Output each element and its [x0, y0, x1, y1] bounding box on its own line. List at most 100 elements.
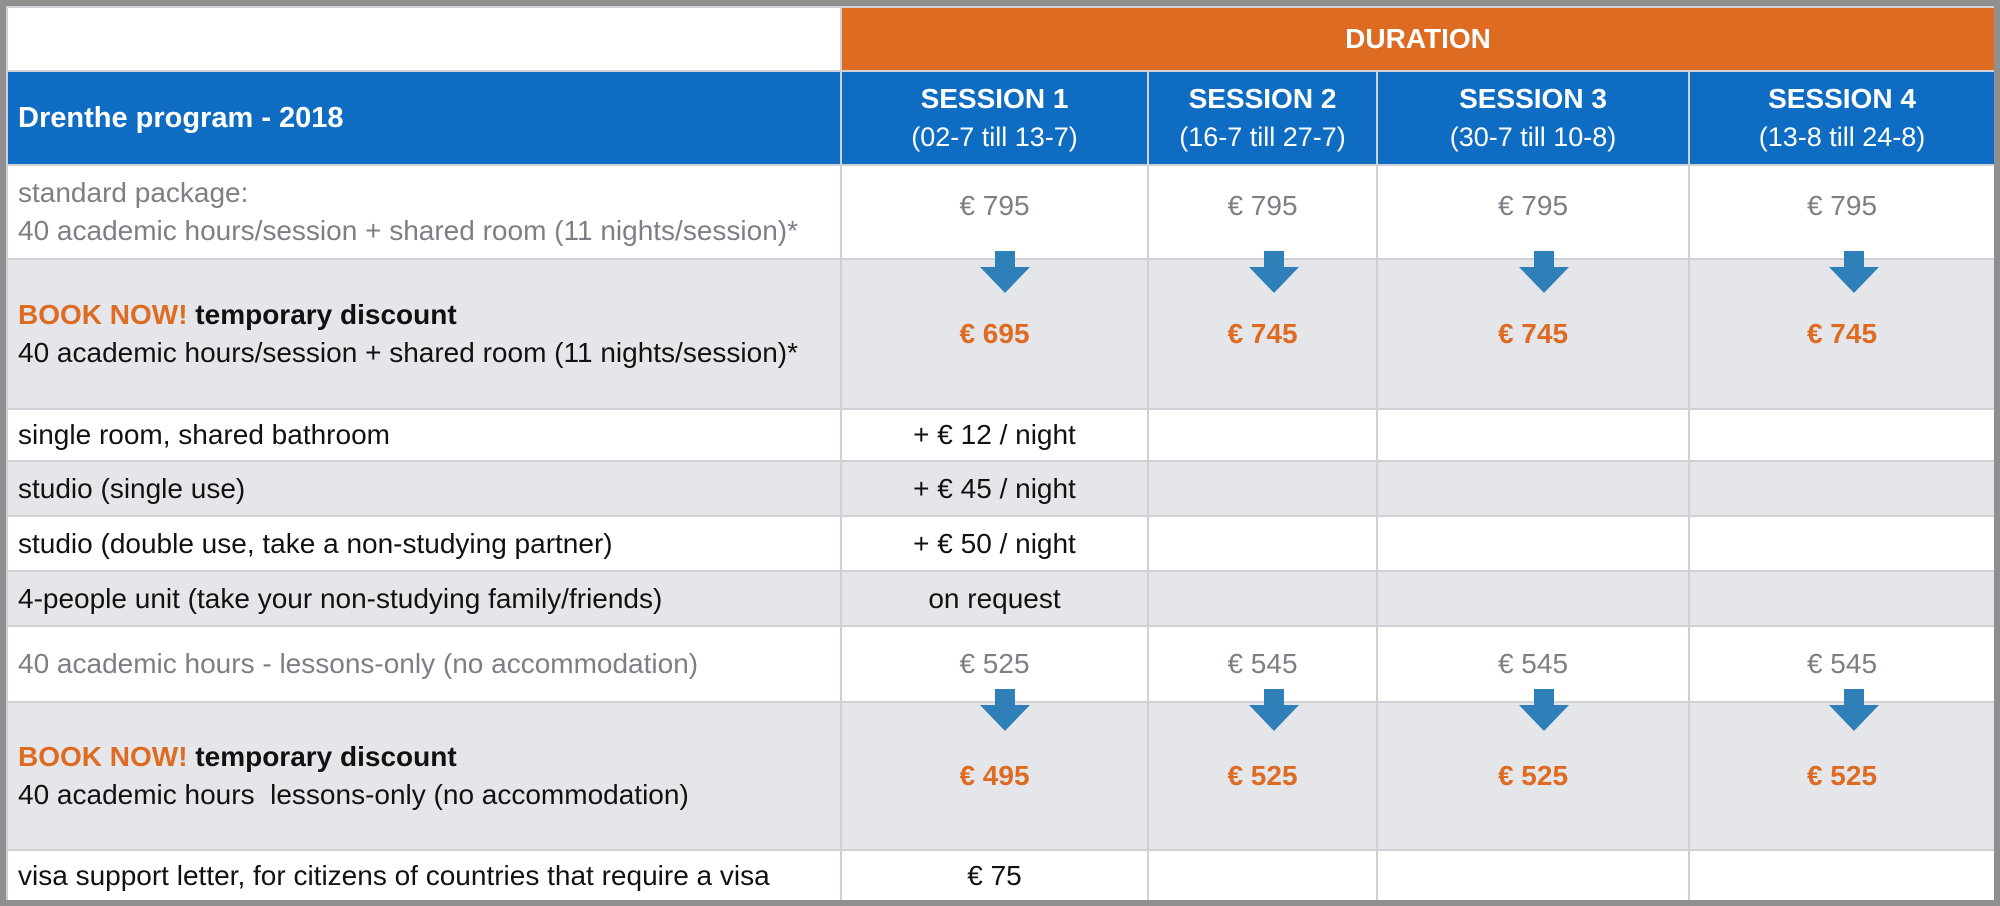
option-label-studio-single: studio (single use)	[8, 462, 840, 515]
empty-cell	[1690, 572, 1994, 625]
option-label-text: single room, shared bathroom	[18, 419, 390, 450]
session-1-header: SESSION 1 (02-7 till 13-7)	[842, 72, 1147, 164]
option-price-text: + € 12 / night	[913, 419, 1076, 450]
visa-price-text: € 75	[967, 859, 1022, 891]
arrow-down-icon	[1249, 689, 1299, 731]
standard-price-session-4: € 795	[1690, 166, 1994, 258]
discount-price-value: € 525	[1227, 760, 1298, 791]
session-1-dates: (02-7 till 13-7)	[911, 122, 1078, 152]
lessons-price-session-1: € 525	[842, 627, 1147, 701]
empty-cell	[1378, 572, 1688, 625]
empty-cell	[1690, 517, 1994, 570]
option-price-text: + € 45 / night	[913, 472, 1076, 504]
standard-package-line2: 40 academic hours/session + shared room …	[18, 215, 798, 246]
standard-price-value: € 795	[1497, 190, 1569, 221]
discount-lessons-line2: 40 academic hours lessons-only (no accom…	[18, 779, 689, 810]
discount-lessons-price-session-4: € 525	[1690, 703, 1994, 849]
visa-label: visa support letter, for citizens of cou…	[8, 851, 840, 900]
empty-cell	[1690, 851, 1994, 900]
session-4-dates: (13-8 till 24-8)	[1758, 122, 1926, 152]
option-price-single-room: + € 12 / night	[842, 410, 1147, 460]
duration-label: DURATION	[1345, 23, 1491, 54]
standard-price-value: € 795	[1227, 190, 1298, 221]
program-title-cell: Drenthe program - 2018	[8, 72, 840, 164]
arrow-down-icon	[1249, 251, 1299, 293]
lessons-price-session-2: € 545	[1149, 627, 1376, 701]
discount-package-line1: BOOK NOW! temporary discount	[18, 296, 457, 334]
duration-header: DURATION	[842, 8, 1994, 70]
empty-cell	[1690, 462, 1994, 515]
lessons-price-value: € 545	[1227, 648, 1298, 679]
lessons-only-label: 40 academic hours - lessons-only (no acc…	[8, 627, 840, 701]
session-3-dates: (30-7 till 10-8)	[1449, 122, 1617, 152]
empty-cell	[1149, 517, 1376, 570]
discount-lessons-label: BOOK NOW! temporary discount 40 academic…	[8, 703, 840, 849]
session-2-dates: (16-7 till 27-7)	[1179, 122, 1346, 152]
price-table: DURATION Drenthe program - 2018 SESSION …	[6, 6, 1994, 900]
session-2-header: SESSION 2 (16-7 till 27-7)	[1149, 72, 1376, 164]
option-label-text: 4-people unit (take your non-studying fa…	[18, 582, 663, 614]
option-price-text: on request	[928, 582, 1061, 614]
lessons-price-session-3: € 545	[1378, 627, 1688, 701]
option-price-family-unit: on request	[842, 572, 1147, 625]
discount-lessons-price-session-2: € 525	[1149, 703, 1376, 849]
option-label-single-room: single room, shared bathroom	[8, 410, 840, 460]
standard-price-session-2: € 795	[1149, 166, 1376, 258]
session-2-title: SESSION 2	[1188, 83, 1337, 114]
option-label-family-unit: 4-people unit (take your non-studying fa…	[8, 572, 840, 625]
lessons-price-value: € 545	[1497, 648, 1569, 679]
standard-package-line1: standard package:	[18, 177, 249, 208]
option-price-studio-double: + € 50 / night	[842, 517, 1147, 570]
standard-price-value: € 795	[959, 190, 1030, 221]
standard-price-value: € 795	[1806, 190, 1878, 221]
temporary-discount-text: temporary discount	[187, 299, 457, 330]
discount-lessons-price-session-3: € 525	[1378, 703, 1688, 849]
option-label-text: studio (single use)	[18, 472, 246, 504]
header-empty-cell	[8, 8, 840, 70]
option-price-text: + € 50 / night	[913, 527, 1076, 559]
arrow-down-icon	[980, 689, 1030, 731]
discount-price-session-4: € 745	[1690, 260, 1994, 408]
temporary-discount-text: temporary discount	[187, 741, 457, 772]
arrow-down-icon	[1829, 251, 1879, 293]
empty-cell	[1378, 462, 1688, 515]
standard-price-session-3: € 795	[1378, 166, 1688, 258]
option-label-text: studio (double use, take a non-studying …	[18, 527, 613, 559]
discount-package-label: BOOK NOW! temporary discount 40 academic…	[8, 260, 840, 408]
book-now-text: BOOK NOW!	[18, 299, 188, 330]
lessons-price-value: € 525	[959, 648, 1030, 679]
lessons-only-text: 40 academic hours - lessons-only (no acc…	[18, 648, 699, 679]
arrow-down-icon	[1829, 689, 1879, 731]
discount-price-value: € 745	[1806, 318, 1878, 349]
empty-cell	[1149, 572, 1376, 625]
book-now-text: BOOK NOW!	[18, 741, 188, 772]
lessons-price-value: € 545	[1806, 648, 1878, 679]
session-3-header: SESSION 3 (30-7 till 10-8)	[1378, 72, 1688, 164]
discount-price-value: € 525	[1497, 760, 1569, 791]
session-1-title: SESSION 1	[920, 83, 1069, 114]
visa-label-text: visa support letter, for citizens of cou…	[18, 859, 770, 891]
empty-cell	[1149, 462, 1376, 515]
discount-lessons-price-session-1: € 495	[842, 703, 1147, 849]
discount-price-value: € 745	[1227, 318, 1298, 349]
discount-price-session-1: € 695	[842, 260, 1147, 408]
standard-price-session-1: € 795	[842, 166, 1147, 258]
session-4-title: SESSION 4	[1768, 83, 1916, 114]
standard-package-label: standard package: 40 academic hours/sess…	[8, 166, 840, 258]
arrow-down-icon	[980, 251, 1030, 293]
option-price-studio-single: + € 45 / night	[842, 462, 1147, 515]
empty-cell	[1378, 851, 1688, 900]
empty-cell	[1378, 410, 1688, 460]
discount-price-session-2: € 745	[1149, 260, 1376, 408]
empty-cell	[1149, 410, 1376, 460]
empty-cell	[1378, 517, 1688, 570]
session-3-title: SESSION 3	[1459, 83, 1607, 114]
option-label-studio-double: studio (double use, take a non-studying …	[8, 517, 840, 570]
empty-cell	[1690, 410, 1994, 460]
discount-price-session-3: € 745	[1378, 260, 1688, 408]
discount-package-line2: 40 academic hours/session + shared room …	[18, 337, 798, 368]
discount-price-value: € 695	[959, 318, 1030, 349]
discount-price-value: € 525	[1806, 760, 1878, 791]
discount-lessons-line1: BOOK NOW! temporary discount	[18, 738, 457, 776]
empty-cell	[1149, 851, 1376, 900]
